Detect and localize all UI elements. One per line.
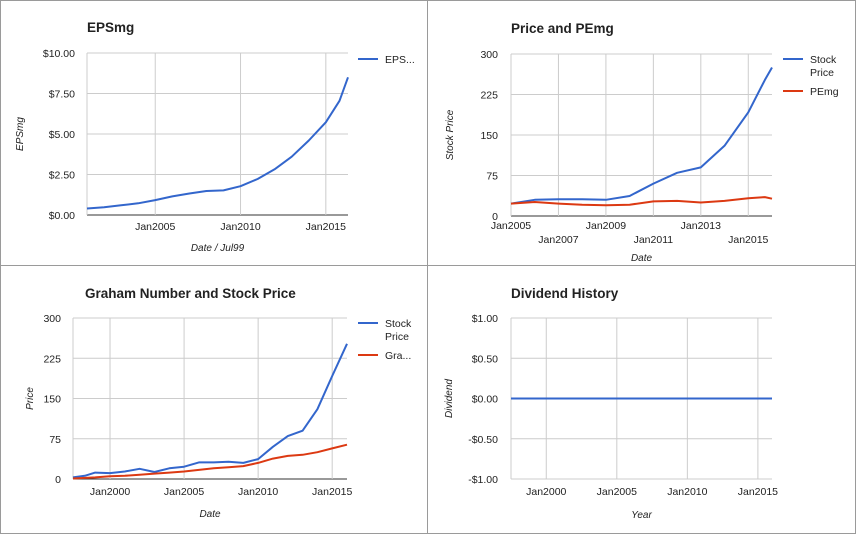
- graham-x-tick-label: Jan2010: [238, 486, 278, 498]
- graham-y-tick-label: 225: [43, 353, 61, 365]
- price-pe-x-tick-label: Jan2007: [538, 234, 578, 246]
- price-pe-y-tick-label: 0: [492, 211, 498, 223]
- dividend-x-tick-label: Jan2015: [738, 486, 778, 498]
- eps-legend-label: EPS...: [385, 54, 415, 66]
- eps-y-tick-label: $10.00: [43, 48, 75, 60]
- price-pe-y-tick-label: 75: [486, 171, 498, 183]
- price-pe-chart-svg: Price and PEmg 0 75 150 225 300 Jan2005 Jan2007…: [445, 21, 839, 264]
- price-pe-x-tick-label: Jan2009: [586, 220, 626, 232]
- eps-x-axis-label: Date / Jul99: [191, 243, 245, 254]
- price-pe-x-tick-label: Jan2005: [491, 220, 531, 232]
- graham-x-tick-label: Jan2000: [90, 486, 130, 498]
- dividend-y-tick-label: $1.00: [472, 313, 498, 325]
- dividend-y-axis-label: Dividend: [444, 379, 455, 418]
- price-pe-x-tick-label: Jan2015: [728, 234, 768, 246]
- graham-chart-title: Graham Number and Stock Price: [85, 286, 296, 301]
- price-pe-x-tick-label: Jan2011: [634, 234, 674, 246]
- price-pe-series-line-0: [510, 67, 773, 205]
- graham-y-axis-label: Price: [25, 387, 36, 410]
- eps-y-tick-label: $0.00: [49, 210, 75, 222]
- graham-chart-svg: Graham Number and Stock Price 0 75 150 225 30…: [25, 286, 412, 520]
- eps-chart-title: EPSmg: [87, 20, 134, 35]
- graham-x-tick-label: Jan2005: [164, 486, 204, 498]
- graham-legend-label: Gra...: [385, 350, 411, 362]
- dividend-y-tick-label: $0.00: [472, 394, 498, 406]
- graham-y-tick-label: 0: [55, 474, 61, 486]
- dividend-x-axis-label: Year: [631, 510, 652, 521]
- dividend-chart-svg: Dividend History -$1.00 -$0.50 $0.00 $0.50 $1…: [444, 286, 778, 521]
- eps-x-tick-label: Jan2010: [220, 221, 260, 233]
- eps-y-axis-label: EPSmg: [15, 117, 26, 151]
- dividend-y-tick-label: -$0.50: [468, 434, 498, 446]
- graham-x-tick-label: Jan2015: [312, 486, 352, 498]
- eps-x-tick-label: Jan2005: [135, 221, 175, 233]
- graham-legend-label: Stock Price: [385, 318, 412, 343]
- dividend-chart-panel: Dividend History -$1.00 -$0.50 $0.00 $0.50 $1…: [427, 265, 856, 534]
- dividend-x-tick-label: Jan2005: [597, 486, 637, 498]
- price-pe-y-tick-label: 225: [480, 90, 498, 102]
- dividend-x-tick-label: Jan2010: [667, 486, 707, 498]
- dividend-chart-title: Dividend History: [511, 286, 619, 301]
- eps-chart-svg: EPSmg $0.00 $2.50 $5.00 $7.50 $10.00 Jan2005 Ja…: [15, 20, 415, 254]
- price-pe-x-axis-label: Date: [631, 253, 653, 264]
- price-pe-chart-panel: Price and PEmg 0 75 150 225 300 Jan2005 Jan2007…: [427, 0, 856, 266]
- price-pe-legend-label: Stock Price: [810, 54, 837, 79]
- price-pe-y-tick-label: 300: [480, 49, 498, 61]
- graham-series-line-1: [72, 443, 348, 480]
- eps-series-line-0: [86, 76, 349, 210]
- price-pe-series-line-1: [510, 196, 773, 207]
- price-pe-legend-label: PEmg: [810, 86, 839, 98]
- price-pe-x-tick-label: Jan2013: [681, 220, 721, 232]
- dividend-y-tick-label: $0.50: [472, 353, 498, 365]
- eps-y-tick-label: $5.00: [49, 129, 75, 141]
- graham-y-tick-label: 300: [43, 313, 61, 325]
- eps-y-tick-label: $2.50: [49, 170, 75, 182]
- eps-chart-panel: EPSmg $0.00 $2.50 $5.00 $7.50 $10.00 Jan2005 Ja…: [0, 0, 428, 266]
- dividend-x-tick-label: Jan2000: [526, 486, 566, 498]
- graham-chart-panel: Graham Number and Stock Price 0 75 150 225 30…: [0, 265, 428, 534]
- graham-series-line-0: [72, 343, 348, 479]
- price-pe-chart-title: Price and PEmg: [511, 21, 614, 36]
- eps-x-tick-label: Jan2015: [306, 221, 346, 233]
- graham-y-tick-label: 75: [49, 434, 61, 446]
- eps-y-tick-label: $7.50: [49, 89, 75, 101]
- price-pe-y-tick-label: 150: [480, 130, 498, 142]
- graham-y-tick-label: 150: [43, 394, 61, 406]
- graham-x-axis-label: Date: [199, 509, 221, 520]
- dividend-y-tick-label: -$1.00: [468, 474, 498, 486]
- price-pe-y-axis-label: Stock Price: [445, 109, 456, 160]
